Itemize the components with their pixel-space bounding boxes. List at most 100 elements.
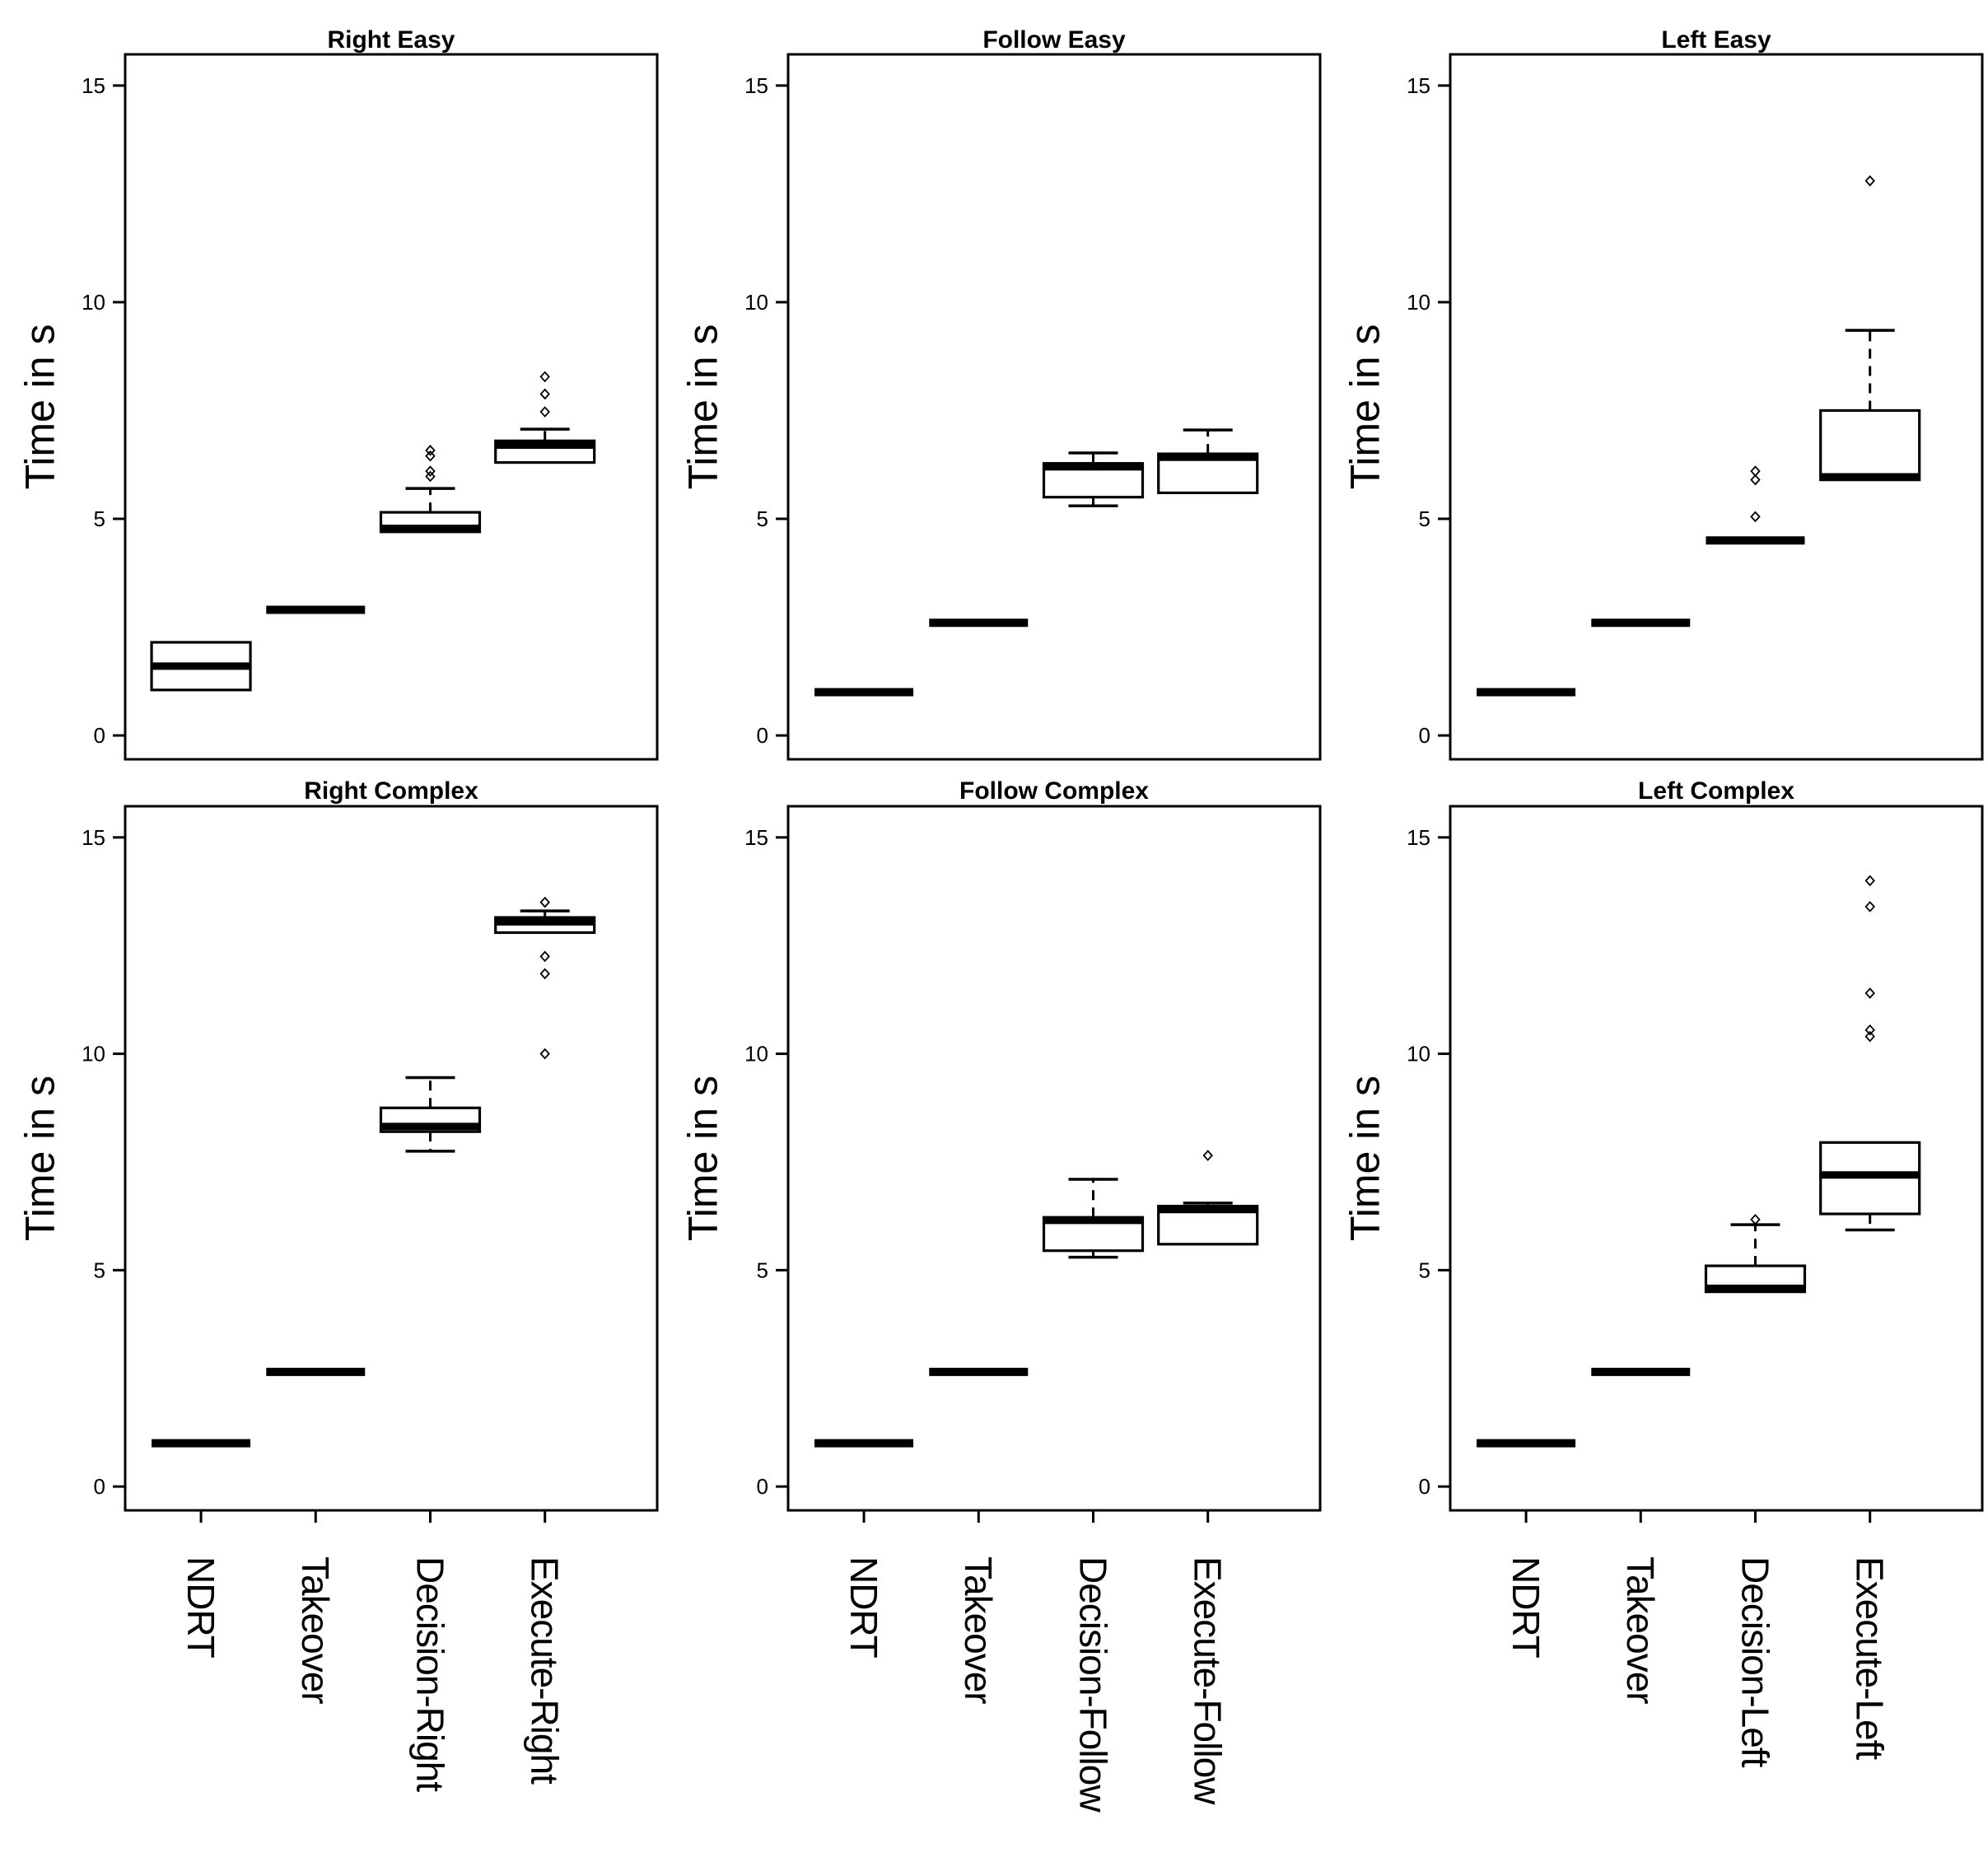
y-tick-label: 10 bbox=[82, 1042, 105, 1066]
outlier-point bbox=[425, 470, 436, 483]
box-group-execute-right bbox=[494, 371, 596, 464]
box-group-takeover: Takeover bbox=[1591, 1367, 1691, 1704]
box-group-decision-follow: Decision-Follow bbox=[1042, 1178, 1144, 1813]
panel-follow-easy: Follow Easy 0 5 10 15 Time in s bbox=[663, 0, 1326, 770]
outlier-point bbox=[539, 406, 550, 418]
y-tick-label: 10 bbox=[744, 1042, 768, 1066]
x-category-label: Execute-Follow bbox=[1186, 1556, 1229, 1805]
panel-title: Follow Complex bbox=[959, 777, 1149, 805]
box-group-execute-follow bbox=[1156, 428, 1258, 495]
y-tick-label: 15 bbox=[1407, 825, 1430, 850]
outlier-point bbox=[1864, 175, 1876, 187]
y-tick-label: 5 bbox=[94, 1258, 105, 1282]
box-group-takeover: Takeover bbox=[266, 1367, 366, 1704]
y-axis-label: Time in s bbox=[679, 324, 726, 490]
outlier-point bbox=[1864, 1030, 1876, 1043]
outlier-point bbox=[539, 371, 550, 383]
x-category-label: NDRT bbox=[1505, 1556, 1547, 1659]
boxplot-svg: Right Complex 0 5 10 15 Time in s NDRT Takeover… bbox=[16, 777, 659, 1792]
y-tick-label: 0 bbox=[756, 1474, 768, 1499]
panel-title: Right Complex bbox=[304, 777, 478, 805]
panel-title: Left Easy bbox=[1662, 26, 1772, 54]
y-tick-label: 10 bbox=[82, 290, 105, 315]
plot-frame bbox=[1449, 805, 1984, 1512]
panel-left-easy: Left Easy 0 5 10 15 Time in s bbox=[1325, 0, 1988, 770]
plot-frame bbox=[786, 53, 1322, 761]
box-group-takeover: Takeover bbox=[928, 1367, 1028, 1704]
outlier-point bbox=[539, 388, 550, 400]
iqr-box bbox=[1819, 408, 1921, 482]
y-axis-label: Time in s bbox=[679, 1076, 726, 1241]
box-group-decision-right bbox=[379, 445, 482, 534]
panel-right-easy: Right Easy 0 5 10 15 Time in s bbox=[0, 0, 663, 770]
y-tick-label: 5 bbox=[1419, 1258, 1430, 1282]
boxplot-svg: Left Complex 0 5 10 15 Time in s NDRT Takeover D… bbox=[1342, 777, 1984, 1768]
boxplot-svg: Right Easy 0 5 10 15 Time in s bbox=[16, 26, 659, 761]
y-tick-label: 10 bbox=[1407, 1042, 1430, 1066]
y-tick-label: 0 bbox=[756, 723, 768, 748]
plot-frame bbox=[124, 53, 659, 761]
y-tick-label: 15 bbox=[82, 825, 105, 850]
plot-frame bbox=[1449, 53, 1984, 761]
outlier-point bbox=[539, 968, 550, 980]
outlier-point bbox=[1202, 1150, 1213, 1161]
outlier-point bbox=[425, 445, 436, 456]
outlier-point bbox=[1864, 987, 1876, 999]
outlier-point bbox=[539, 1048, 550, 1060]
y-tick-label: 0 bbox=[94, 1474, 105, 1499]
y-axis-label: Time in s bbox=[16, 324, 63, 490]
boxplot-svg: Left Easy 0 5 10 15 Time in s bbox=[1342, 26, 1984, 761]
box-group-ndrt: NDRT bbox=[1477, 1439, 1576, 1659]
box-group-execute-follow: Execute-Follow bbox=[1156, 1150, 1258, 1805]
y-tick-label: 5 bbox=[756, 1258, 768, 1282]
x-category-label: Takeover bbox=[957, 1556, 1000, 1704]
box-group-decision-left: Decision-Left bbox=[1705, 1214, 1807, 1768]
y-tick-label: 5 bbox=[1419, 506, 1430, 531]
outlier-point bbox=[1864, 875, 1876, 887]
y-tick-label: 15 bbox=[1407, 73, 1430, 98]
panel-title: Follow Easy bbox=[982, 26, 1126, 54]
x-category-label: Decision-Left bbox=[1734, 1556, 1777, 1768]
plot-frame bbox=[786, 805, 1322, 1512]
outlier-point bbox=[425, 450, 436, 462]
outlier-point bbox=[1864, 1024, 1876, 1036]
y-tick-label: 0 bbox=[94, 723, 105, 748]
panel-follow-complex: Follow Complex 0 5 10 15 Time in s NDRT Takeove… bbox=[663, 770, 1326, 1876]
panel-left-complex: Left Complex 0 5 10 15 Time in s NDRT Takeover D… bbox=[1325, 770, 1988, 1876]
y-tick-label: 10 bbox=[744, 290, 768, 315]
outlier-point bbox=[1864, 901, 1876, 912]
box-group-decision-follow bbox=[1042, 451, 1144, 507]
box-group-execute-left: Execute-Left bbox=[1819, 875, 1921, 1760]
outlier-point bbox=[539, 896, 550, 908]
x-category-label: Decision-Right bbox=[408, 1556, 451, 1792]
outlier-point bbox=[539, 950, 550, 963]
y-tick-label: 15 bbox=[744, 825, 768, 850]
y-tick-label: 10 bbox=[1407, 290, 1430, 315]
x-category-label: Execute-Right bbox=[524, 1556, 567, 1785]
box-group-execute-right: Execute-Right bbox=[494, 896, 596, 1785]
outlier-point bbox=[1750, 1214, 1762, 1225]
x-category-label: NDRT bbox=[842, 1556, 885, 1659]
x-category-label: Decision-Follow bbox=[1071, 1556, 1114, 1813]
y-tick-label: 5 bbox=[94, 506, 105, 531]
box-group-ndrt: NDRT bbox=[152, 1439, 251, 1659]
panel-title: Left Complex bbox=[1638, 777, 1794, 805]
box-group-ndrt bbox=[150, 641, 252, 692]
outlier-point bbox=[1750, 511, 1762, 523]
y-axis-label: Time in s bbox=[1342, 324, 1388, 490]
y-axis-label: Time in s bbox=[16, 1076, 63, 1241]
panel-title: Right Easy bbox=[328, 26, 455, 54]
box-group-ndrt: NDRT bbox=[814, 1439, 913, 1659]
box-group-execute-left bbox=[1819, 175, 1921, 482]
plot-frame bbox=[124, 805, 659, 1512]
y-tick-label: 15 bbox=[744, 73, 768, 98]
y-tick-label: 5 bbox=[756, 506, 768, 531]
boxplot-svg: Follow Easy 0 5 10 15 Time in s bbox=[679, 26, 1322, 761]
boxplot-svg: Follow Complex 0 5 10 15 Time in s NDRT Takeove… bbox=[679, 777, 1322, 1813]
x-category-label: Execute-Left bbox=[1849, 1556, 1892, 1760]
box-group-decision-left bbox=[1706, 465, 1805, 545]
x-category-label: Takeover bbox=[1619, 1556, 1662, 1704]
outlier-point bbox=[1750, 474, 1762, 486]
x-category-label: Takeover bbox=[294, 1556, 337, 1704]
